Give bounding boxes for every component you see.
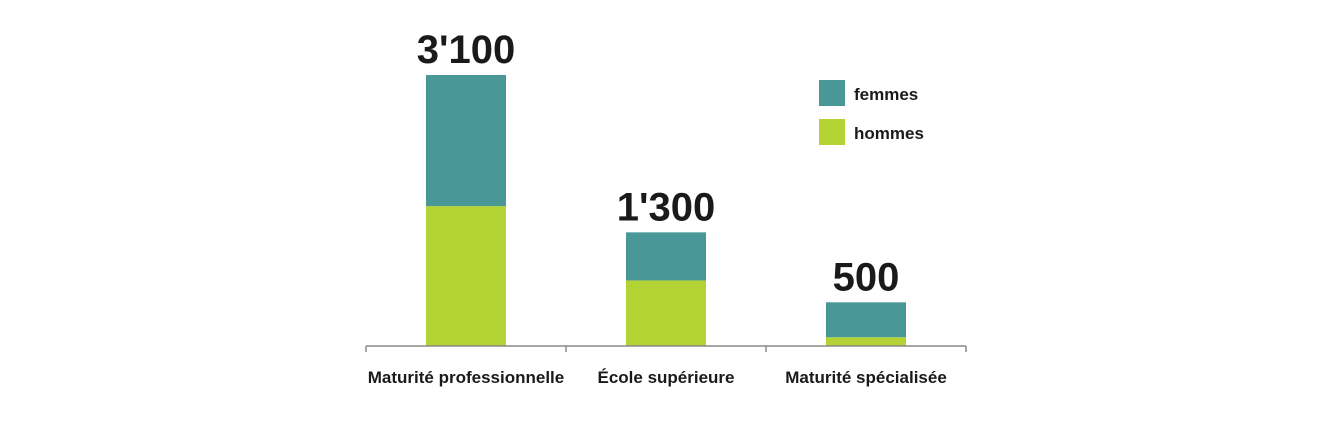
category-label-1: École supérieure (597, 368, 734, 387)
legend-label-hommes: hommes (854, 124, 924, 143)
legend-swatch-femmes (819, 80, 845, 106)
category-label-0: Maturité professionnelle (368, 368, 564, 387)
bar-femmes-2 (826, 302, 906, 338)
bar-femmes-1 (626, 232, 706, 281)
legend-label-femmes: femmes (854, 85, 918, 104)
bars-group (426, 75, 906, 346)
bar-hommes-2 (826, 337, 906, 346)
total-label-1: 1'300 (617, 185, 716, 229)
legend: femmes hommes (819, 80, 924, 145)
category-labels-group: Maturité professionnelle École supérieure… (368, 368, 947, 387)
total-labels-group: 3'100 1'300 500 (417, 28, 900, 299)
bar-hommes-1 (626, 280, 706, 346)
total-label-0: 3'100 (417, 28, 516, 72)
bar-femmes-0 (426, 75, 506, 207)
total-label-2: 500 (833, 255, 900, 299)
bar-hommes-0 (426, 206, 506, 346)
legend-swatch-hommes (819, 119, 845, 145)
category-label-2: Maturité spécialisée (785, 368, 947, 387)
x-axis-ticks (365, 346, 967, 352)
